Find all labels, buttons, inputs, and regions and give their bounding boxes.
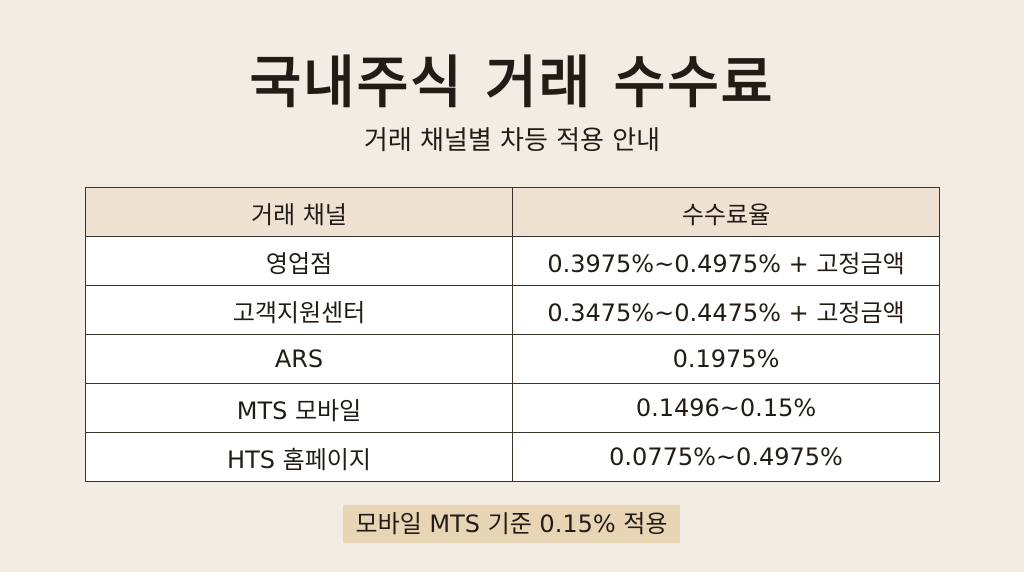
table-head: 거래 채널 수수료율 — [85, 187, 940, 237]
fee-cell: 0.1975% — [512, 334, 940, 384]
fee-cell: 0.0775%~0.4975% — [512, 432, 940, 482]
channel-cell: MTS 모바일 — [85, 383, 513, 433]
channel-cell: HTS 홈페이지 — [85, 432, 513, 482]
table-body: 영업점 0.3975%~0.4975% + 고정금액 고객지원센터 0.3475%~0… — [85, 236, 940, 482]
channel-cell: 고객지원센터 — [85, 285, 513, 335]
channel-cell: 영업점 — [85, 236, 513, 286]
fee-cell: 0.3475%~0.4475% + 고정금액 — [512, 285, 940, 335]
fee-cell: 0.3975%~0.4975% + 고정금액 — [512, 236, 940, 286]
title: 국내주식 거래 수수료 — [249, 51, 775, 116]
fee-table: 거래 채널 수수료율 영업점 0.3975%~0.4975% + 고정금액 고객지원… — [85, 187, 940, 482]
header-row: 거래 채널 수수료율 — [85, 187, 940, 237]
table-row: MTS 모바일 0.1496~0.15% — [85, 383, 940, 433]
table-row: 고객지원센터 0.3475%~0.4475% + 고정금액 — [85, 285, 940, 335]
subtitle: 거래 채널별 차등 적용 안내 — [363, 126, 661, 156]
table-row: HTS 홈페이지 0.0775%~0.4975% — [85, 432, 940, 482]
column-header: 수수료율 — [512, 187, 940, 237]
footer-note: 모바일 MTS 기준 0.15% 적용 — [343, 505, 680, 543]
fee-cell: 0.1496~0.15% — [512, 383, 940, 433]
channel-cell: ARS — [85, 334, 513, 384]
column-header: 거래 채널 — [85, 187, 513, 237]
table-row: 영업점 0.3975%~0.4975% + 고정금액 — [85, 236, 940, 286]
table-row: ARS 0.1975% — [85, 334, 940, 384]
